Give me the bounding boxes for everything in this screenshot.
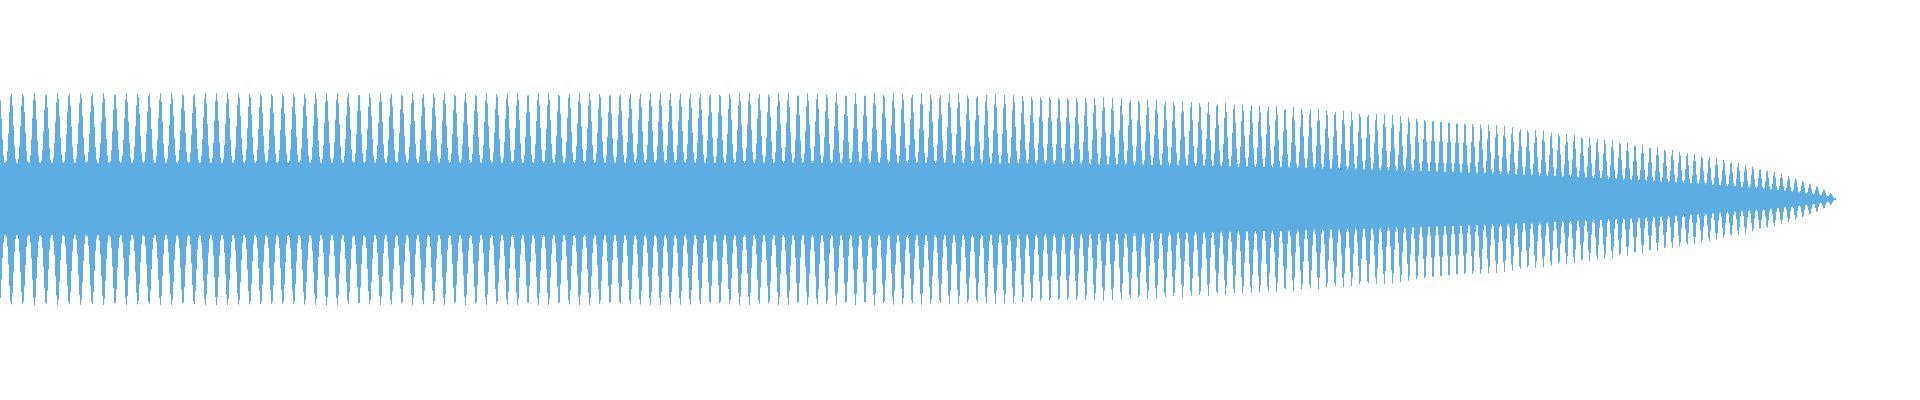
waveform-signal	[0, 93, 1836, 305]
